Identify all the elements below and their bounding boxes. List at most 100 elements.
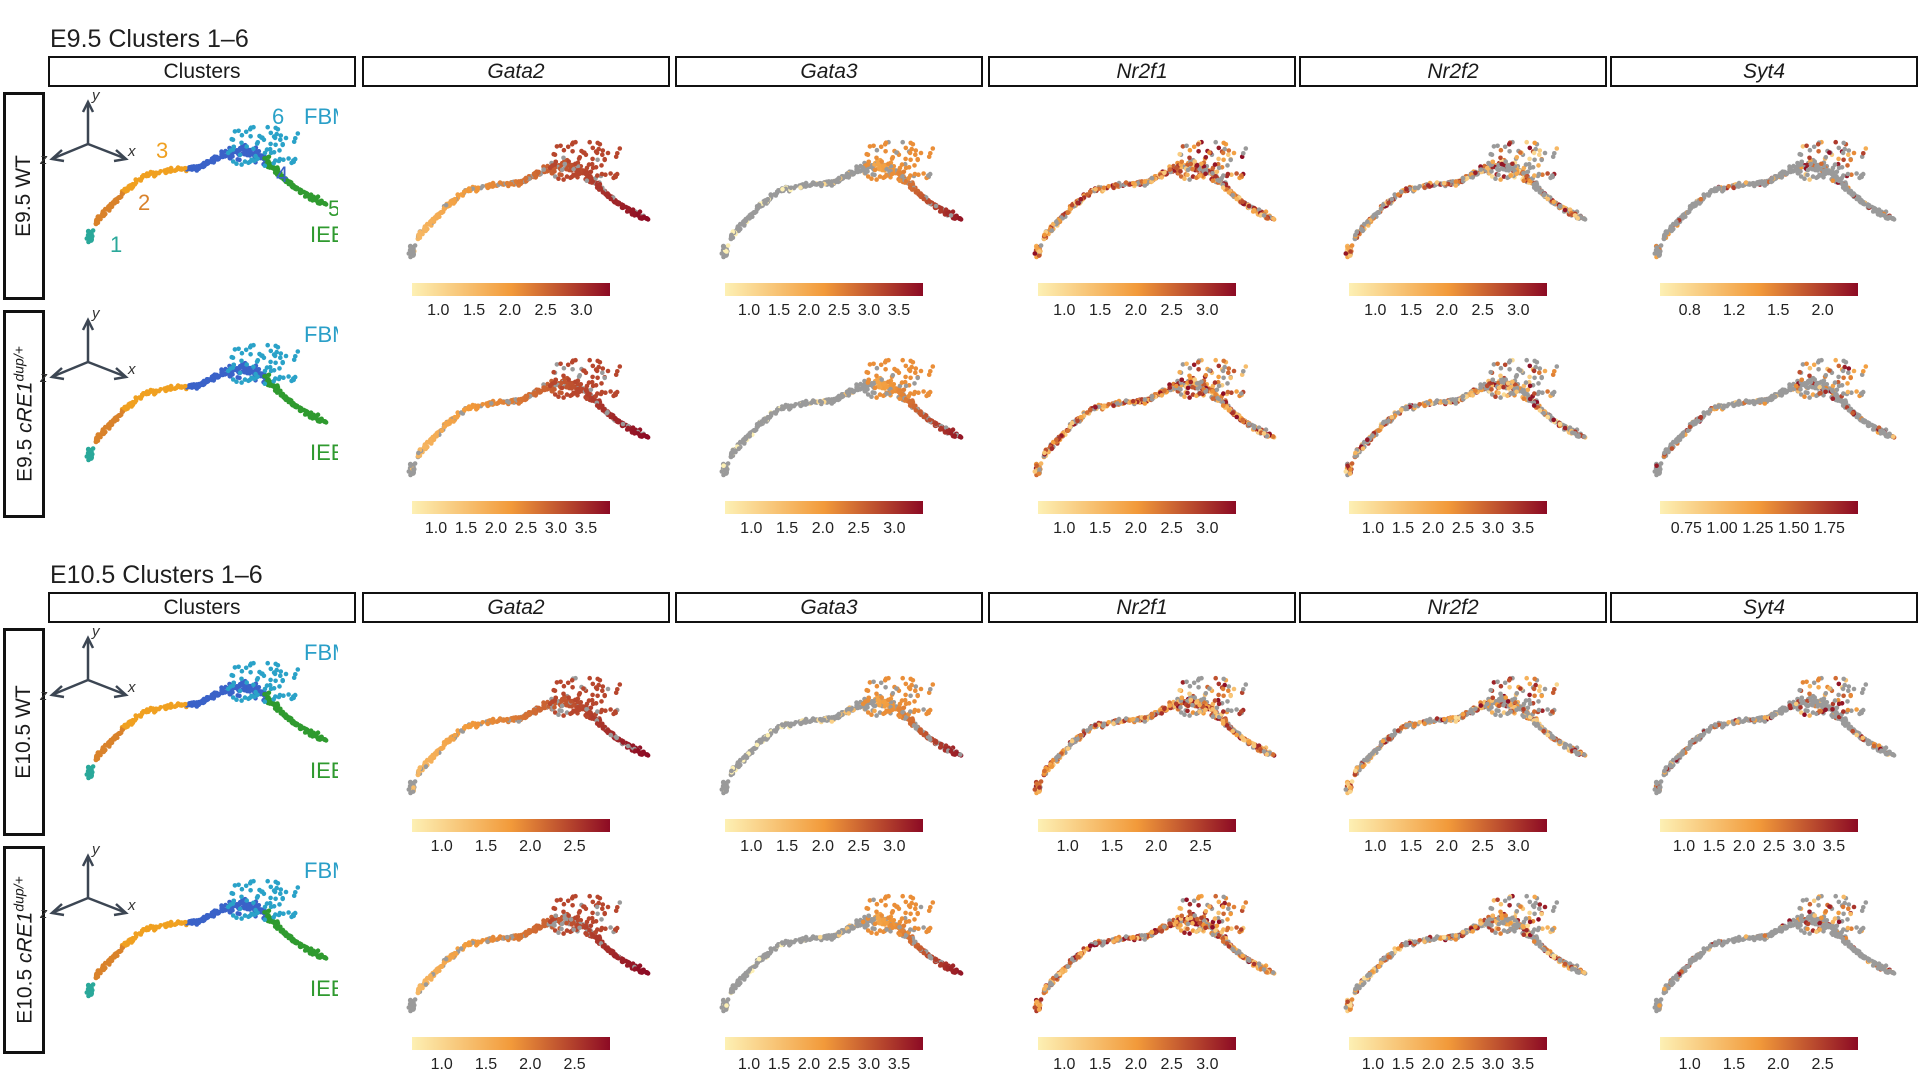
cell-point — [533, 393, 538, 398]
cell-point — [726, 461, 731, 466]
cell-point — [1365, 219, 1370, 224]
cell-point — [263, 163, 268, 168]
cell-point — [273, 136, 278, 141]
cell-point — [269, 369, 274, 374]
cell-point — [278, 157, 283, 162]
cell-point — [1226, 172, 1231, 177]
cell-point — [167, 168, 172, 173]
cell-point — [1501, 167, 1506, 172]
cell-point — [1390, 197, 1395, 202]
cell-point — [926, 173, 931, 178]
cell-point — [428, 219, 433, 224]
cell-point — [211, 378, 216, 383]
cell-point — [265, 343, 270, 348]
cell-point — [1185, 173, 1190, 178]
cell-point — [1417, 184, 1422, 189]
cell-point — [559, 173, 564, 178]
cell-point — [1686, 210, 1691, 215]
cell-point — [247, 366, 252, 371]
cell-point — [614, 200, 619, 205]
cell-point — [1213, 140, 1218, 145]
cell-point — [1192, 145, 1197, 150]
cell-point — [855, 385, 860, 390]
cell-point — [1816, 149, 1821, 154]
cell-point — [273, 143, 278, 148]
cell-point — [601, 190, 606, 195]
cell-point — [558, 144, 563, 149]
colorbar — [412, 283, 610, 296]
cell-point — [608, 197, 613, 202]
cell-point — [613, 391, 618, 396]
cell-point — [1350, 243, 1355, 248]
fbmn-label: FBMNs — [304, 104, 338, 129]
cell-point — [226, 369, 231, 374]
cell-point — [411, 253, 416, 258]
cluster-number-2: 2 — [138, 190, 150, 215]
cell-point — [921, 197, 926, 202]
cell-point — [1852, 151, 1857, 156]
cell-point — [85, 454, 90, 459]
cell-point — [106, 204, 111, 209]
colorbar-tick: 1.5 — [455, 520, 477, 538]
cell-point — [286, 156, 291, 161]
cell-point — [273, 388, 278, 393]
cell-point — [249, 158, 254, 163]
cell-point — [265, 147, 270, 152]
cell-point — [595, 158, 600, 163]
cell-point — [802, 401, 807, 406]
cell-point — [1837, 166, 1842, 171]
cell-point — [489, 183, 494, 188]
cell-point — [864, 152, 869, 157]
cell-point — [919, 151, 924, 156]
cell-point — [789, 404, 794, 409]
cell-point — [1848, 158, 1853, 163]
cell-point — [1841, 173, 1846, 178]
cell-point — [1527, 157, 1532, 162]
cell-point — [908, 158, 913, 163]
cell-point — [600, 153, 605, 158]
cell-point — [577, 390, 582, 395]
cell-point — [536, 171, 541, 176]
cell-point — [908, 403, 913, 408]
cell-point — [1221, 185, 1226, 190]
cell-point — [269, 131, 274, 136]
cell-point — [248, 127, 253, 132]
cell-point — [505, 399, 510, 404]
cell-point — [1503, 145, 1508, 150]
cell-point — [877, 385, 882, 390]
cell-point — [1867, 204, 1872, 209]
cell-point — [1806, 168, 1811, 173]
cell-point — [247, 148, 252, 153]
cell-point — [413, 243, 418, 248]
cell-point — [1532, 141, 1537, 146]
cell-point — [1203, 172, 1208, 177]
cell-point — [1188, 148, 1193, 153]
cell-point — [1075, 201, 1080, 206]
cell-point — [589, 388, 594, 393]
cell-point — [570, 367, 575, 372]
cell-point — [1115, 183, 1120, 188]
cell-point — [440, 428, 445, 433]
cell-point — [618, 364, 623, 369]
cell-point — [220, 370, 225, 375]
cell-point — [131, 182, 136, 187]
cell-point — [876, 380, 881, 385]
cell-point — [921, 415, 926, 420]
cell-point — [1528, 166, 1533, 171]
cell-point — [1211, 178, 1216, 183]
cell-point — [886, 380, 891, 385]
cell-point — [883, 360, 888, 365]
cell-point — [861, 384, 866, 389]
cell-point — [1841, 185, 1846, 190]
cell-point — [1189, 162, 1194, 167]
cell-point — [1810, 167, 1815, 172]
cell-point — [251, 365, 256, 370]
cell-point — [741, 219, 746, 224]
cell-point — [145, 172, 150, 177]
colorbar — [1038, 283, 1236, 296]
cell-point — [1227, 190, 1232, 195]
cell-point — [1150, 176, 1155, 181]
cell-point — [1891, 216, 1896, 221]
cell-point — [1485, 166, 1490, 171]
cell-point — [444, 203, 449, 208]
